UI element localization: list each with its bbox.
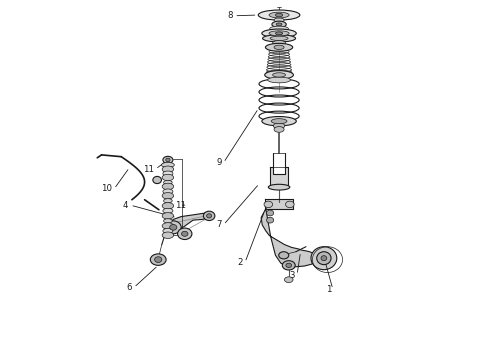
Ellipse shape [164,199,172,203]
Ellipse shape [270,26,289,31]
Ellipse shape [203,211,215,221]
Ellipse shape [285,277,293,283]
Text: 9: 9 [216,158,221,167]
Ellipse shape [265,71,294,79]
Ellipse shape [317,252,331,265]
Text: 7: 7 [216,220,221,229]
Ellipse shape [264,201,272,208]
Ellipse shape [286,201,294,208]
Ellipse shape [161,162,174,167]
Ellipse shape [272,21,286,28]
Ellipse shape [321,256,327,261]
Ellipse shape [267,217,274,223]
Text: 11: 11 [175,201,186,210]
Text: 8: 8 [227,11,232,20]
Ellipse shape [155,257,162,262]
Ellipse shape [271,119,287,124]
Ellipse shape [207,214,212,218]
Ellipse shape [163,228,173,233]
Ellipse shape [274,18,284,22]
Ellipse shape [163,208,173,213]
Ellipse shape [276,23,282,26]
Ellipse shape [266,43,293,51]
Ellipse shape [162,183,173,190]
Polygon shape [266,199,293,210]
Ellipse shape [270,36,288,41]
Ellipse shape [268,77,291,83]
Ellipse shape [162,203,173,209]
Polygon shape [164,213,211,232]
Ellipse shape [269,31,289,36]
Ellipse shape [166,158,170,162]
Polygon shape [261,209,317,267]
Ellipse shape [269,12,289,18]
Ellipse shape [274,45,284,49]
Ellipse shape [267,210,274,216]
Ellipse shape [164,219,172,223]
Ellipse shape [274,127,284,132]
Text: 1: 1 [325,285,331,294]
Ellipse shape [275,13,283,17]
Ellipse shape [262,117,296,126]
Ellipse shape [163,156,173,163]
Text: 11: 11 [143,165,153,174]
Ellipse shape [150,254,166,265]
Polygon shape [270,167,289,187]
Ellipse shape [311,247,337,270]
Text: 6: 6 [126,283,132,292]
Ellipse shape [282,261,295,270]
Ellipse shape [153,176,161,184]
Ellipse shape [272,73,286,77]
Ellipse shape [162,166,173,172]
Ellipse shape [275,32,283,35]
Ellipse shape [258,10,300,20]
Ellipse shape [286,263,292,267]
Ellipse shape [181,231,188,236]
Ellipse shape [166,221,181,234]
Text: 10: 10 [101,184,112,193]
Text: 2: 2 [238,258,243,267]
Ellipse shape [163,189,173,194]
Ellipse shape [177,228,192,239]
Ellipse shape [269,184,290,190]
Ellipse shape [263,35,295,42]
Ellipse shape [273,123,285,129]
Ellipse shape [162,232,173,238]
Ellipse shape [163,171,173,176]
Ellipse shape [279,252,289,259]
Text: 3: 3 [290,270,295,279]
Ellipse shape [272,41,286,45]
Ellipse shape [164,180,172,185]
Ellipse shape [162,174,173,181]
Ellipse shape [162,213,173,219]
Ellipse shape [170,225,177,230]
Ellipse shape [162,223,173,229]
Ellipse shape [262,29,296,38]
Ellipse shape [162,193,173,199]
Text: 4: 4 [123,201,128,210]
